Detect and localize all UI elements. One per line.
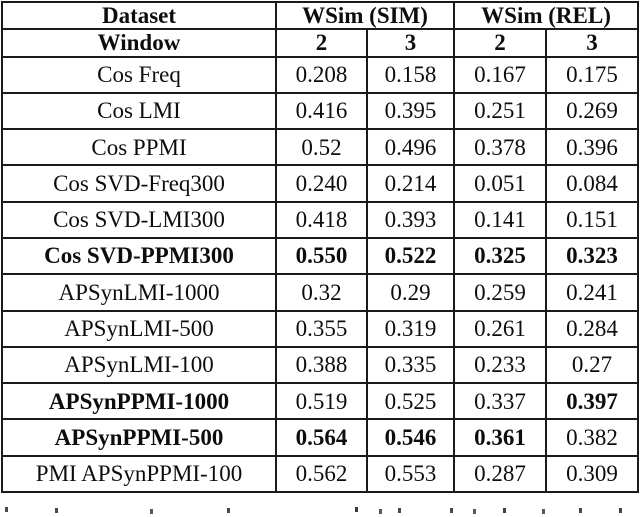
table-row: Cos Freq 0.208 0.158 0.167 0.175: [1, 55, 640, 94]
row-label: Cos PPMI: [1, 128, 277, 167]
value-cell: 0.546: [366, 418, 455, 457]
value-cell: 0.27: [544, 345, 640, 385]
row-label: APSynPPMI-500: [1, 418, 277, 457]
value-cell: 0.416: [275, 91, 368, 131]
wsim-sim-header: WSim (SIM): [275, 0, 455, 31]
table-row: APSynPPMI-500 0.564 0.546 0.361 0.382: [1, 418, 640, 457]
value-cell: 0.550: [275, 236, 368, 276]
value-cell: 0.396: [544, 128, 640, 167]
value-cell: 0.553: [366, 454, 455, 494]
row-label: APSynLMI-100: [1, 345, 277, 385]
value-cell: 0.151: [544, 200, 640, 240]
value-cell: 0.251: [453, 91, 547, 131]
value-cell: 0.388: [275, 345, 368, 385]
table-row: PMI APSynPPMI-100 0.562 0.553 0.287 0.309: [1, 454, 640, 494]
value-cell: 0.323: [544, 236, 640, 276]
window-header: Window: [1, 28, 277, 58]
value-cell: 0.051: [453, 164, 547, 203]
value-cell: 0.325: [453, 236, 547, 276]
value-cell: 0.284: [544, 309, 640, 348]
value-cell: 0.361: [453, 418, 547, 457]
value-cell: 0.319: [366, 309, 455, 348]
value-cell: 0.32: [275, 273, 368, 312]
table-row: Cos LMI 0.416 0.395 0.251 0.269: [1, 91, 640, 131]
value-cell: 0.084: [544, 164, 640, 203]
value-cell: 0.240: [275, 164, 368, 203]
header-row-groups: Dataset WSim (SIM) WSim (REL): [1, 0, 640, 31]
value-cell: 0.522: [366, 236, 455, 276]
value-cell: 0.397: [544, 382, 640, 421]
value-cell: 0.259: [453, 273, 547, 312]
value-cell: 0.214: [366, 164, 455, 203]
value-cell: 0.393: [366, 200, 455, 240]
table-row: Cos SVD-PPMI300 0.550 0.522 0.325 0.323: [1, 236, 640, 276]
row-label: Cos SVD-LMI300: [1, 200, 277, 240]
table-row: APSynLMI-100 0.388 0.335 0.233 0.27: [1, 345, 640, 385]
cropped-caption-fragments: [5, 507, 8, 512]
table-body: Cos Freq 0.208 0.158 0.167 0.175 Cos LMI 0.416…: [1, 55, 640, 494]
value-cell: 0.525: [366, 382, 455, 421]
value-cell: 0.233: [453, 345, 547, 385]
value-cell: 0.562: [275, 454, 368, 494]
value-cell: 0.158: [366, 55, 455, 94]
row-label: APSynLMI-1000: [1, 273, 277, 312]
row-label: APSynPPMI-1000: [1, 382, 277, 421]
header-row-window: Window 2 3 2 3: [1, 28, 640, 58]
value-cell: 0.167: [453, 55, 547, 94]
row-label: Cos SVD-Freq300: [1, 164, 277, 203]
value-cell: 0.496: [366, 128, 455, 167]
table-row: APSynPPMI-1000 0.519 0.525 0.337 0.397: [1, 382, 640, 421]
row-label: Cos LMI: [1, 91, 277, 131]
value-cell: 0.208: [275, 55, 368, 94]
row-label: Cos Freq: [1, 55, 277, 94]
value-cell: 0.29: [366, 273, 455, 312]
table-row: APSynLMI-1000 0.32 0.29 0.259 0.241: [1, 273, 640, 312]
row-label: APSynLMI-500: [1, 309, 277, 348]
value-cell: 0.519: [275, 382, 368, 421]
value-cell: 0.309: [544, 454, 640, 494]
value-cell: 0.355: [275, 309, 368, 348]
window-size-header: 3: [544, 28, 640, 58]
table-row: Cos SVD-LMI300 0.418 0.393 0.141 0.151: [1, 200, 640, 240]
value-cell: 0.395: [366, 91, 455, 131]
value-cell: 0.378: [453, 128, 547, 167]
results-table: Dataset WSim (SIM) WSim (REL) Window 2 3…: [1, 0, 640, 494]
value-cell: 0.418: [275, 200, 368, 240]
dataset-header: Dataset: [1, 0, 277, 31]
value-cell: 0.382: [544, 418, 640, 457]
row-label: PMI APSynPPMI-100: [1, 454, 277, 494]
window-size-header: 3: [366, 28, 455, 58]
value-cell: 0.141: [453, 200, 547, 240]
value-cell: 0.287: [453, 454, 547, 494]
value-cell: 0.337: [453, 382, 547, 421]
row-label: Cos SVD-PPMI300: [1, 236, 277, 276]
table-row: Cos PPMI 0.52 0.496 0.378 0.396: [1, 128, 640, 167]
wsim-rel-header: WSim (REL): [452, 0, 640, 31]
value-cell: 0.175: [544, 55, 640, 94]
table-row: Cos SVD-Freq300 0.240 0.214 0.051 0.084: [1, 164, 640, 203]
table-row: APSynLMI-500 0.355 0.319 0.261 0.284: [1, 309, 640, 348]
value-cell: 0.241: [544, 273, 640, 312]
value-cell: 0.261: [453, 309, 547, 348]
value-cell: 0.269: [544, 91, 640, 131]
value-cell: 0.52: [275, 128, 368, 167]
value-cell: 0.335: [366, 345, 455, 385]
value-cell: 0.564: [275, 418, 368, 457]
window-size-header: 2: [453, 28, 547, 58]
window-size-header: 2: [275, 28, 368, 58]
